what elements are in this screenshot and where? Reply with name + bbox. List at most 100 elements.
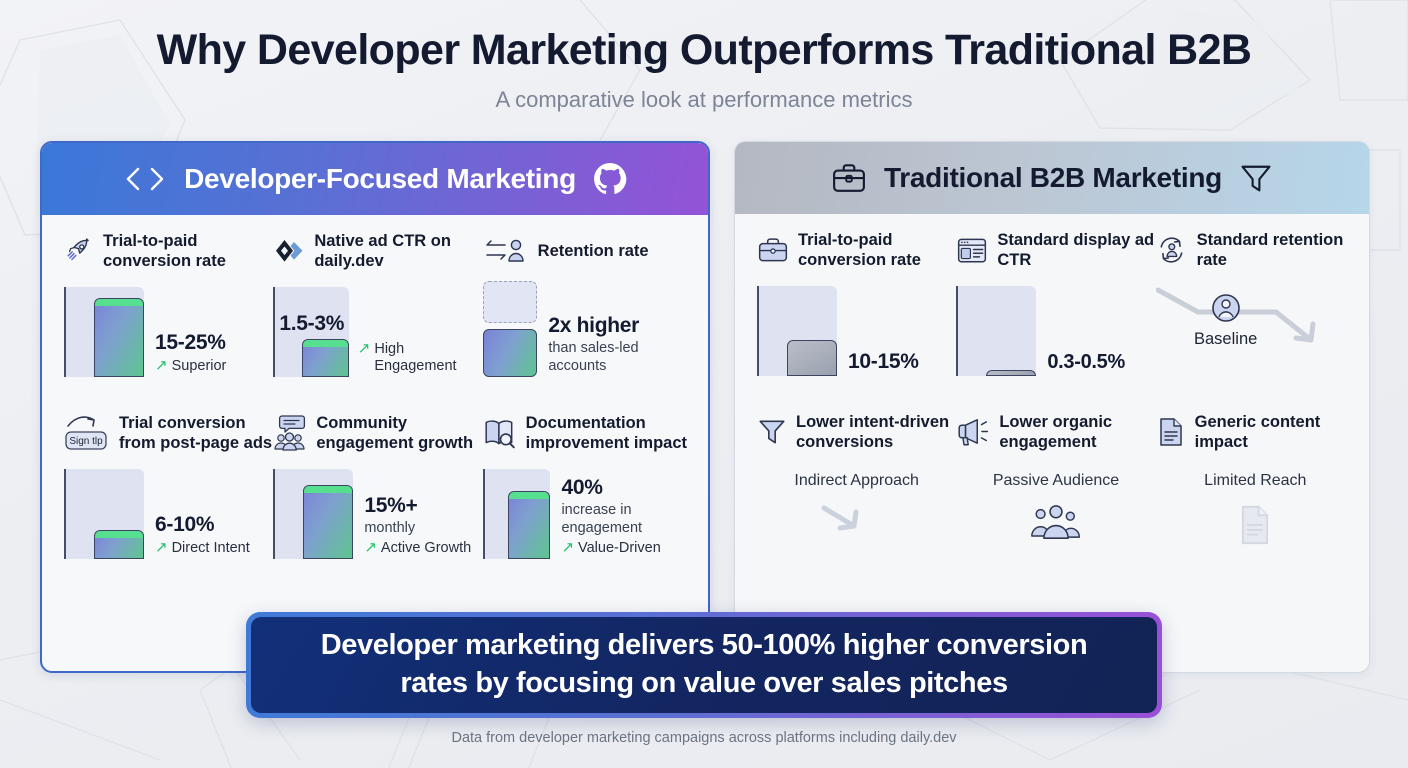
metric-bar-group: 40% increase in engagement ↗ Value-Drive… (482, 467, 692, 559)
metric-value: Limited Reach (1204, 472, 1307, 489)
metric-subtext: increase in engagement (561, 502, 643, 536)
trend-up-arrow-icon: ↗ (155, 538, 168, 556)
funnel-icon (757, 416, 787, 448)
metric-bar-group: 2x higher than sales-led accounts (482, 281, 692, 377)
metric-label: Standard display ad CTR (997, 230, 1155, 269)
bar-fill (303, 485, 354, 559)
developer-metrics-row-1: Trial-to-paid conversion rate 15-25% ↗ S… (42, 215, 708, 377)
bar-track (956, 286, 1037, 376)
metric-value: 2x higher (548, 314, 640, 338)
metric-value: 15%+ (364, 493, 418, 517)
metric-subtext: monthly (364, 519, 416, 536)
solid-gradient-box (482, 329, 538, 377)
rocket-icon (64, 236, 94, 266)
bar-track (64, 469, 144, 559)
bar-fill (986, 369, 1037, 376)
retention-cycle-icon (1156, 234, 1188, 266)
metric-trial-to-paid-dev: Trial-to-paid conversion rate 15-25% ↗ S… (64, 229, 273, 377)
metric-header: Trial-to-paid conversion rate (757, 228, 956, 272)
metric-tag: ↗ Direct Intent (155, 538, 250, 557)
metric-label: Documentation improvement impact (525, 413, 688, 452)
metric-tag: ↗ Superior (155, 357, 227, 375)
down-arrow-icon (757, 500, 956, 550)
metric-header: Community engagement growth (273, 411, 482, 455)
traditional-marketing-panel: Traditional B2B Marketing (734, 141, 1370, 673)
developer-panel-title: Developer-Focused Marketing (184, 163, 576, 194)
banner-inner: Developer marketing delivers 50-100% hig… (251, 617, 1157, 713)
retention-stacked-boxes (482, 281, 538, 377)
metric-retention-rate-trad: Standard retention rate Baseline (1155, 228, 1355, 376)
trend-up-arrow-icon: ↗ (561, 538, 575, 556)
baseline-label: Baseline (1194, 330, 1258, 348)
page-title: Why Developer Marketing Outperforms Trad… (156, 26, 1252, 74)
metric-documentation-impact: Documentation improvement impact 40% inc… (482, 411, 692, 559)
declining-trend-line-icon (1155, 287, 1316, 343)
metric-label: Native ad CTR on daily.dev (314, 231, 451, 270)
metric-label: Trial conversion from post-page ads (119, 413, 273, 452)
bar-fill (787, 340, 837, 376)
trend-up-arrow-icon: ↗ (364, 538, 377, 556)
display-ad-icon (956, 235, 988, 265)
metric-generic-content-impact: Generic content impact Limited Reach (1156, 410, 1355, 550)
bar-track (757, 286, 837, 376)
metric-intent-driven-conversions: Lower intent-driven conversions Indirect… (757, 410, 956, 550)
metric-label: Standard retention rate (1196, 230, 1344, 269)
metric-header: Lower intent-driven conversions (757, 410, 956, 454)
metric-bar-group: 15-25% ↗ Superior (64, 285, 273, 377)
traditional-panel-header: Traditional B2B Marketing (735, 142, 1369, 214)
metric-subtext: than sales-led accounts (548, 340, 639, 374)
metric-value-block: 0.3-0.5% (1047, 351, 1125, 376)
funnel-icon (1238, 160, 1274, 196)
bar-fill (301, 339, 349, 377)
metric-value-block: 6-10% ↗ Direct Intent (155, 513, 250, 559)
metric-value: Indirect Approach (794, 472, 919, 489)
metric-header: Sign tlp Trial conversion from post-page… (64, 411, 273, 455)
metric-value: 1.5-3% (279, 311, 345, 335)
metric-tag: ↗ Active Growth (364, 538, 471, 557)
metric-tag-label: Superior (171, 357, 227, 374)
metric-bar-group: 10-15% (757, 284, 956, 376)
dailydev-logo-icon (273, 236, 305, 266)
metric-value: 10-15% (848, 350, 919, 373)
metric-header: Native ad CTR on daily.dev (273, 229, 482, 273)
banner-line-2: rates by focusing on value over sales pi… (400, 667, 1008, 699)
key-takeaway-banner: Developer marketing delivers 50-100% hig… (246, 612, 1162, 718)
metric-label: Trial-to-paid conversion rate (103, 231, 226, 270)
community-icon (273, 414, 307, 452)
bar-track (64, 287, 144, 377)
metric-value: 15-25% (155, 330, 226, 354)
document-icon (1156, 416, 1186, 448)
metric-value-block: 10-15% (848, 350, 919, 376)
metric-value: 0.3-0.5% (1047, 351, 1125, 373)
documentation-search-icon (483, 416, 517, 450)
developer-panel-header: Developer-Focused Marketing (42, 143, 708, 215)
metric-value-block: 15%+ monthly ↗ Active Growth (364, 494, 471, 560)
people-group-icon (956, 500, 1155, 550)
metric-native-ad-ctr: Native ad CTR on daily.dev 1.5-3% ↗ High… (273, 229, 482, 377)
footnote: Data from developer marketing campaigns … (451, 730, 957, 746)
page-subtitle: A comparative look at performance metric… (495, 87, 913, 112)
github-icon (592, 161, 628, 197)
page-header: Why Developer Marketing Outperforms Trad… (0, 0, 1408, 113)
metric-value: 40% (561, 476, 603, 500)
metric-value-block: 2x higher than sales-led accounts (548, 306, 692, 377)
bar-fill (508, 490, 551, 559)
bar-track: 1.5-3% (273, 287, 349, 377)
metric-value-block: 40% increase in engagement ↗ Value-Drive… (561, 476, 692, 559)
briefcase-icon (757, 235, 789, 265)
metric-bar-group: 1.5-3% ↗ High Engagement (273, 283, 482, 377)
metric-organic-engagement: Lower organic engagement Passive Audienc… (956, 410, 1155, 550)
metric-trial-to-paid-trad: Trial-to-paid conversion rate 10-15% (757, 228, 956, 376)
metric-header: Standard display ad CTR (956, 228, 1155, 272)
metric-tag-label: High Engagement (374, 340, 457, 374)
metric-tag-label: Value-Driven (578, 539, 661, 556)
dashed-box (482, 281, 538, 323)
baseline-chart: Baseline (1155, 278, 1355, 370)
traditional-panel-title: Traditional B2B Marketing (884, 162, 1222, 193)
banner-line-1: Developer marketing delivers 50-100% hig… (320, 629, 1088, 662)
traditional-metrics-row-2: Lower intent-driven conversions Indirect… (735, 396, 1369, 550)
metric-header: Generic content impact (1156, 410, 1355, 454)
traditional-metrics-row-1: Trial-to-paid conversion rate 10-15% (735, 214, 1369, 376)
code-brackets-icon (122, 164, 168, 194)
